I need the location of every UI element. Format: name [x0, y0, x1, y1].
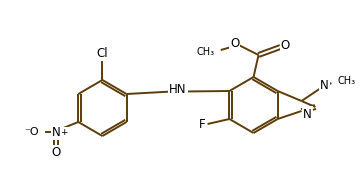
Text: O: O — [52, 146, 61, 160]
Text: O: O — [281, 38, 290, 52]
Text: Cl: Cl — [96, 46, 108, 60]
Text: CH₃: CH₃ — [197, 47, 215, 57]
Text: HN: HN — [169, 83, 187, 96]
Text: F: F — [199, 119, 206, 132]
Text: O: O — [230, 36, 239, 50]
Text: CH₃: CH₃ — [337, 76, 355, 86]
Text: N: N — [320, 79, 329, 92]
Text: ⁻O: ⁻O — [24, 127, 39, 137]
Text: N: N — [52, 125, 61, 139]
Text: +: + — [60, 128, 68, 137]
Text: N: N — [303, 107, 312, 121]
